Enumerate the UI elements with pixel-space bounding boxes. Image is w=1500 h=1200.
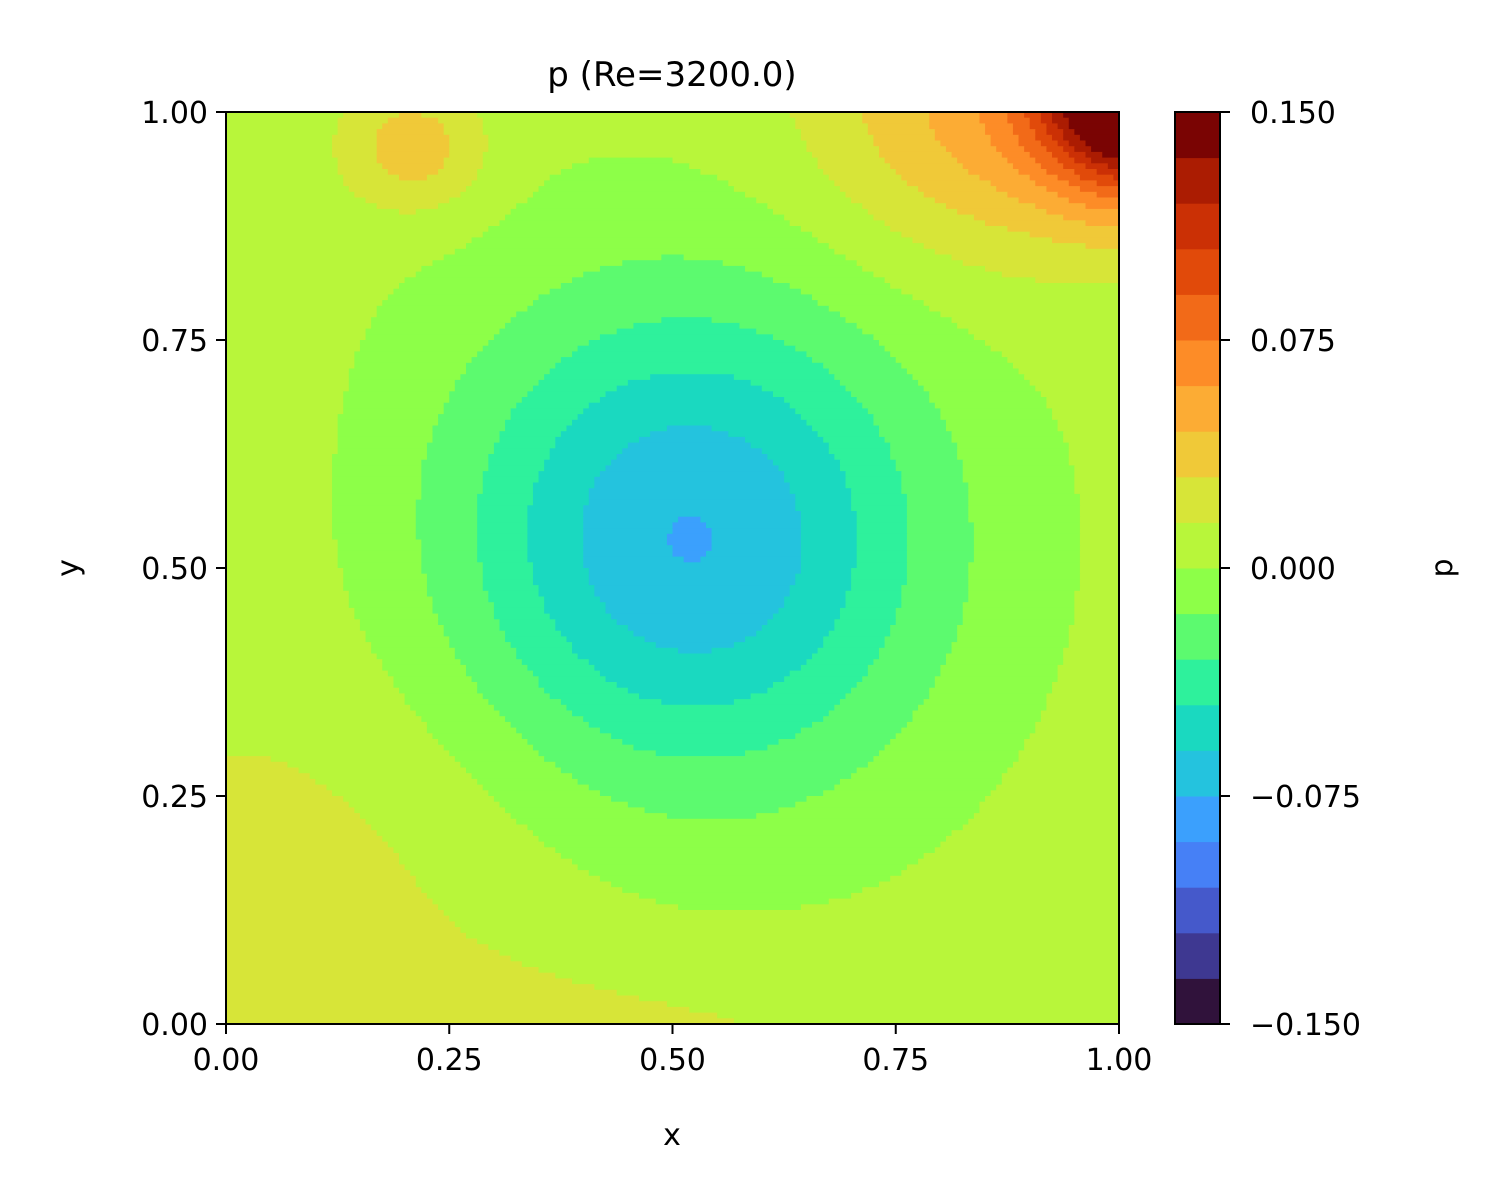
colorbar-band	[1175, 248, 1220, 295]
colorbar-band	[1175, 796, 1220, 843]
colorbar-band	[1175, 203, 1220, 250]
colorbar-band	[1175, 476, 1220, 523]
colorbar-label: p	[1425, 558, 1460, 577]
y-tick-label: 0.50	[141, 552, 208, 587]
colorbar-band	[1175, 568, 1220, 615]
colorbar-band	[1175, 294, 1220, 341]
x-tick-label: 1.00	[1086, 1043, 1153, 1078]
y-axis: 0.00 0.25 0.50 0.75 1.00	[141, 96, 226, 1043]
y-tick-label: 0.00	[141, 1008, 208, 1043]
colorbar-tick-label: 0.075	[1250, 324, 1336, 359]
colorbar-tick-label: −0.075	[1250, 780, 1361, 815]
colorbar	[1174, 111, 1221, 1025]
colorbar-band	[1175, 659, 1220, 706]
y-axis-label: y	[51, 559, 86, 577]
colorbar-band	[1175, 522, 1220, 569]
colorbar-tick-label: −0.150	[1250, 1008, 1361, 1043]
colorbar-band	[1175, 613, 1220, 660]
colorbar-band	[1175, 431, 1220, 478]
x-axis-label: x	[663, 1118, 681, 1153]
colorbar-band	[1175, 340, 1220, 387]
x-tick-label: 0.25	[416, 1043, 483, 1078]
colorbar-axis: −0.150 −0.075 0.000 0.075 0.150	[1220, 96, 1361, 1043]
colorbar-tick-label: 0.000	[1250, 552, 1336, 587]
x-tick-label: 0.75	[862, 1043, 929, 1078]
contour-field	[226, 112, 1119, 1024]
colorbar-band	[1175, 385, 1220, 432]
colorbar-tick-label: 0.150	[1250, 96, 1336, 131]
colorbar-band	[1175, 750, 1220, 797]
x-tick-label: 0.00	[193, 1043, 260, 1078]
colorbar-band	[1175, 112, 1220, 159]
colorbar-band	[1175, 704, 1220, 751]
y-tick-label: 1.00	[141, 96, 208, 131]
colorbar-band	[1175, 887, 1220, 934]
colorbar-band	[1175, 157, 1220, 204]
x-tick-label: 0.50	[639, 1043, 706, 1078]
chart-title: p (Re=3200.0)	[547, 55, 796, 95]
y-tick-label: 0.25	[141, 780, 208, 815]
colorbar-band	[1175, 841, 1220, 888]
colorbar-band	[1175, 978, 1220, 1025]
colorbar-band	[1175, 932, 1220, 979]
y-tick-label: 0.75	[141, 324, 208, 359]
x-axis: 0.00 0.25 0.50 0.75 1.00	[193, 1024, 1153, 1078]
